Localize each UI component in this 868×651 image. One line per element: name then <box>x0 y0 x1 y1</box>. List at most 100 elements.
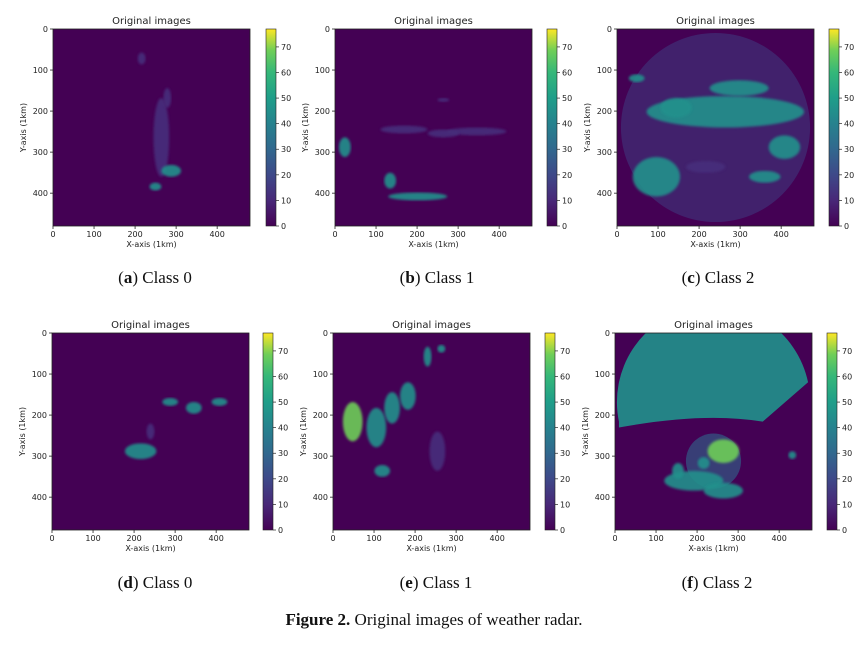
colorbar-tick-label: 70 <box>560 347 570 356</box>
subfigure-letter: a <box>123 268 133 287</box>
colorbar <box>262 332 274 531</box>
y-tick-label: 100 <box>313 370 328 379</box>
y-tick-label: 400 <box>313 493 328 502</box>
subfigure-class: Class 2 <box>698 573 753 592</box>
radar-echo <box>211 398 228 406</box>
radar-echo <box>423 346 432 367</box>
radar-echo <box>672 463 684 479</box>
plot-frame <box>616 28 815 227</box>
radar-echo <box>703 482 744 499</box>
colorbar-tick-label: 0 <box>562 222 567 231</box>
colorbar-tick-label: 40 <box>278 424 288 433</box>
x-tick-label: 200 <box>689 534 704 543</box>
colorbar-tick-label: 30 <box>562 145 572 154</box>
radar-echo <box>163 88 172 108</box>
x-tick-label: 0 <box>49 534 54 543</box>
x-axis-label: X-axis (1km) <box>690 240 740 249</box>
x-tick-label: 100 <box>368 230 383 239</box>
colorbar-tick-label: 50 <box>562 94 572 103</box>
y-tick-label: 200 <box>32 411 47 420</box>
colorbar-tick-label: 30 <box>560 449 570 458</box>
y-tick-label: 200 <box>315 107 330 116</box>
subfigure-class: Class 1 <box>420 268 475 287</box>
radar-echo <box>399 382 416 410</box>
radar-echo <box>338 137 351 158</box>
plot-frame <box>332 332 531 531</box>
radar-echo <box>146 423 155 440</box>
subfigure-caption-c: (c) Class 2 <box>681 268 755 287</box>
y-axis-label: Y-axis (1km) <box>299 407 308 457</box>
colorbar-tick-label: 20 <box>281 171 291 180</box>
plot-frame <box>614 332 813 531</box>
colorbar-tick-label: 20 <box>842 475 852 484</box>
colorbar-tick-label: 50 <box>842 398 852 407</box>
y-axis-label: Y-axis (1km) <box>581 407 590 457</box>
x-tick-label: 300 <box>730 534 745 543</box>
radar-field <box>53 29 250 226</box>
y-tick-label: 300 <box>313 452 328 461</box>
colorbar-tick-label: 60 <box>562 68 572 77</box>
colorbar-tick-label: 10 <box>842 500 852 509</box>
colorbar-tick-label: 60 <box>560 372 570 381</box>
y-tick-label: 400 <box>33 189 48 198</box>
radar-echo <box>707 439 740 464</box>
colorbar-tick-label: 0 <box>281 222 286 231</box>
y-tick-label: 300 <box>32 452 47 461</box>
subfigure-class: Class 2 <box>700 268 755 287</box>
y-axis-label: Y-axis (1km) <box>18 407 27 457</box>
radar-echo <box>149 182 162 191</box>
subfigure-caption-d: (d) Class 0 <box>117 573 193 592</box>
radar-echo <box>380 125 428 134</box>
colorbar-tick-label: 60 <box>842 372 852 381</box>
radar-echo <box>709 80 769 96</box>
y-tick-label: 100 <box>315 66 330 75</box>
radar-echo <box>384 392 400 424</box>
y-tick-label: 200 <box>597 107 612 116</box>
y-axis-label: Y-axis (1km) <box>583 103 592 153</box>
colorbar-tick-label: 70 <box>844 43 854 52</box>
y-tick-label: 200 <box>33 107 48 116</box>
x-tick-label: 100 <box>85 534 100 543</box>
subfigure-class: Class 0 <box>138 573 193 592</box>
colorbar-tick-label: 30 <box>281 145 291 154</box>
colorbar-tick-label: 20 <box>844 171 854 180</box>
x-tick-label: 300 <box>448 534 463 543</box>
subfigure-letter: f <box>687 573 693 592</box>
colorbar-tick-label: 20 <box>562 171 572 180</box>
subfigure-letter: d <box>123 573 133 592</box>
x-tick-label: 400 <box>210 230 225 239</box>
radar-echo <box>768 135 801 160</box>
colorbar-tick-label: 40 <box>562 120 572 129</box>
colorbar <box>544 332 556 531</box>
panel-title: Original images <box>674 320 753 331</box>
x-tick-label: 100 <box>366 534 381 543</box>
radar-echo <box>384 172 397 189</box>
colorbar-tick-label: 50 <box>278 398 288 407</box>
x-tick-label: 400 <box>492 230 507 239</box>
y-tick-label: 400 <box>315 189 330 198</box>
plot-frame <box>334 28 533 227</box>
colorbar-tick-label: 50 <box>281 94 291 103</box>
panel-title: Original images <box>392 320 471 331</box>
y-tick-label: 0 <box>42 329 47 338</box>
y-tick-label: 0 <box>605 329 610 338</box>
y-tick-label: 0 <box>325 25 330 34</box>
y-tick-label: 300 <box>33 148 48 157</box>
y-tick-label: 300 <box>597 148 612 157</box>
radar-echo <box>374 464 391 477</box>
radar-echo <box>437 97 450 102</box>
radar-echo <box>632 157 681 197</box>
subfigure-caption-a: (a) Class 0 <box>118 268 192 287</box>
x-tick-label: 0 <box>612 534 617 543</box>
y-tick-label: 0 <box>43 25 48 34</box>
colorbar-tick-label: 50 <box>844 94 854 103</box>
subfigure-caption-e: (e) Class 1 <box>399 573 473 592</box>
y-tick-label: 300 <box>595 452 610 461</box>
radar-echo <box>185 401 202 414</box>
radar-echo <box>388 192 448 201</box>
x-tick-label: 0 <box>332 230 337 239</box>
